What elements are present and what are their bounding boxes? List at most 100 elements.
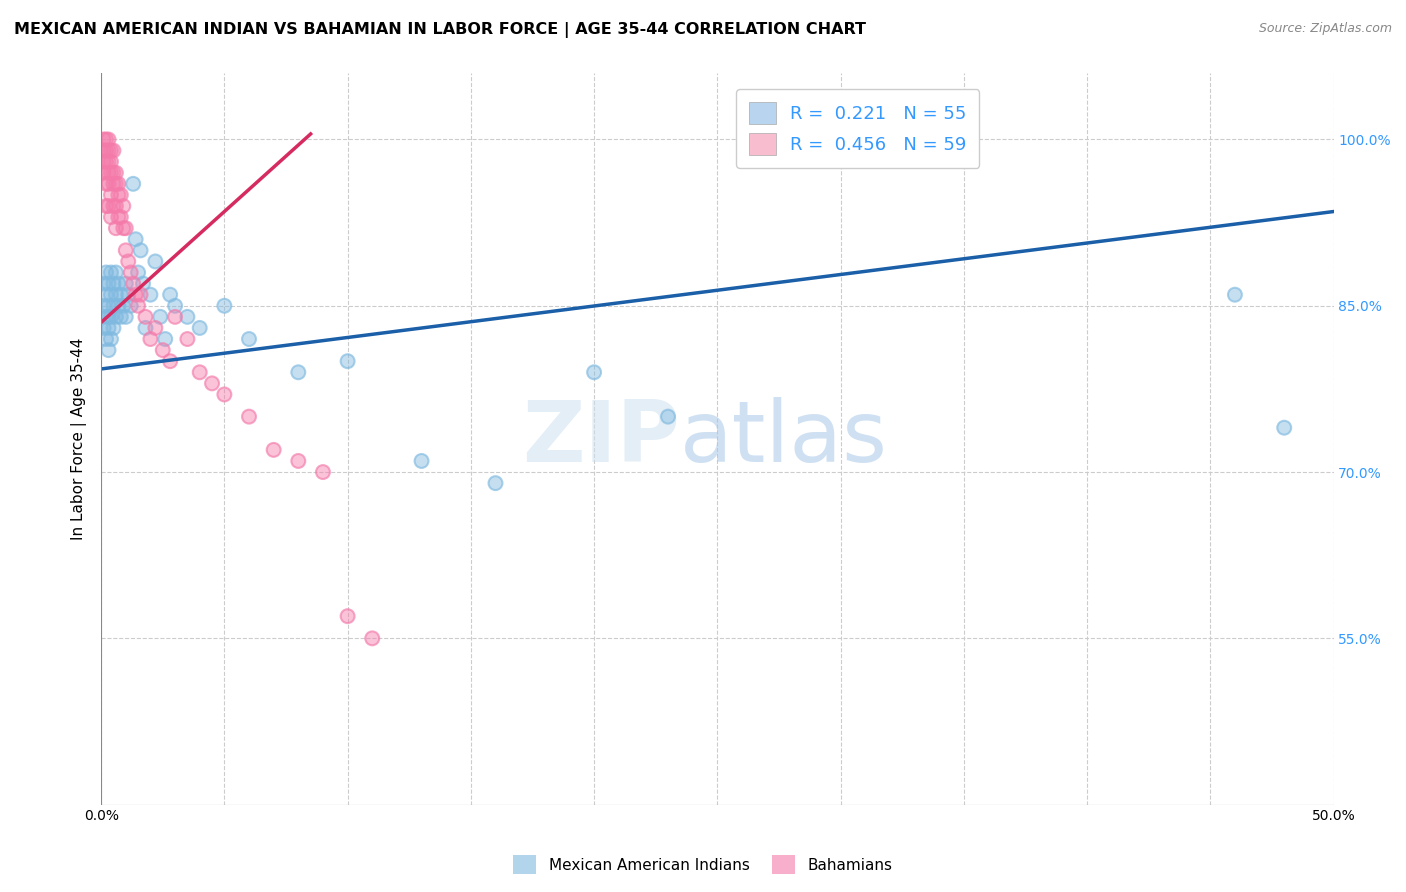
Point — [97, 277, 120, 291]
Point — [139, 287, 162, 301]
Point — [97, 321, 120, 335]
Point — [94, 332, 117, 346]
Point — [107, 188, 129, 202]
Point — [149, 310, 172, 324]
Point — [104, 287, 127, 301]
Point — [107, 277, 129, 291]
Point — [97, 166, 120, 180]
Point — [94, 287, 117, 301]
Point — [93, 166, 115, 180]
Point — [94, 177, 117, 191]
Point — [100, 310, 122, 324]
Point — [114, 244, 136, 258]
Point — [110, 287, 132, 301]
Point — [93, 132, 115, 146]
Point — [100, 144, 122, 158]
Point — [100, 210, 122, 224]
Point — [107, 177, 129, 191]
Point — [149, 310, 172, 324]
Point — [110, 310, 132, 324]
Point — [1223, 287, 1246, 301]
Point — [117, 254, 139, 268]
Point — [287, 365, 309, 379]
Point — [94, 266, 117, 280]
Point — [110, 188, 132, 202]
Point — [122, 277, 145, 291]
Point — [411, 454, 433, 468]
Point — [94, 199, 117, 213]
Point — [134, 321, 156, 335]
Point — [94, 132, 117, 146]
Point — [159, 287, 181, 301]
Point — [97, 299, 120, 313]
Point — [110, 188, 132, 202]
Point — [97, 310, 120, 324]
Point — [112, 199, 135, 213]
Point — [93, 277, 115, 291]
Point — [176, 332, 198, 346]
Point — [94, 177, 117, 191]
Point — [188, 365, 211, 379]
Point — [100, 188, 122, 202]
Point — [155, 332, 177, 346]
Point — [287, 365, 309, 379]
Point — [94, 132, 117, 146]
Point — [103, 166, 125, 180]
Point — [165, 310, 187, 324]
Point — [104, 266, 127, 280]
Point — [114, 310, 136, 324]
Point — [97, 199, 120, 213]
Point — [104, 199, 127, 213]
Point — [93, 321, 115, 335]
Point — [122, 177, 145, 191]
Point — [97, 177, 120, 191]
Point — [129, 287, 152, 301]
Point — [120, 299, 142, 313]
Point — [93, 277, 115, 291]
Point — [103, 299, 125, 313]
Point — [165, 310, 187, 324]
Point — [97, 166, 120, 180]
Point — [132, 277, 155, 291]
Point — [107, 210, 129, 224]
Point — [97, 277, 120, 291]
Point — [104, 266, 127, 280]
Point — [159, 354, 181, 368]
Point — [103, 321, 125, 335]
Point — [107, 277, 129, 291]
Point — [100, 332, 122, 346]
Point — [103, 199, 125, 213]
Point — [127, 299, 149, 313]
Point — [484, 476, 506, 491]
Y-axis label: In Labor Force | Age 35-44: In Labor Force | Age 35-44 — [72, 337, 87, 540]
Point — [583, 365, 606, 379]
Point — [100, 154, 122, 169]
Point — [94, 287, 117, 301]
Point — [97, 343, 120, 358]
Point — [97, 177, 120, 191]
Point — [93, 144, 115, 158]
Point — [94, 144, 117, 158]
Point — [1272, 421, 1295, 435]
Point — [127, 266, 149, 280]
Point — [103, 299, 125, 313]
Point — [100, 166, 122, 180]
Point — [97, 310, 120, 324]
Point — [176, 310, 198, 324]
Point — [124, 287, 146, 301]
Point — [214, 387, 236, 401]
Point — [97, 154, 120, 169]
Point — [1223, 287, 1246, 301]
Point — [97, 343, 120, 358]
Point — [100, 210, 122, 224]
Point — [143, 254, 166, 268]
Point — [107, 299, 129, 313]
Point — [143, 321, 166, 335]
Point — [94, 154, 117, 169]
Point — [93, 299, 115, 313]
Point — [127, 266, 149, 280]
Point — [104, 166, 127, 180]
Point — [312, 465, 335, 479]
Point — [124, 287, 146, 301]
Point — [312, 465, 335, 479]
